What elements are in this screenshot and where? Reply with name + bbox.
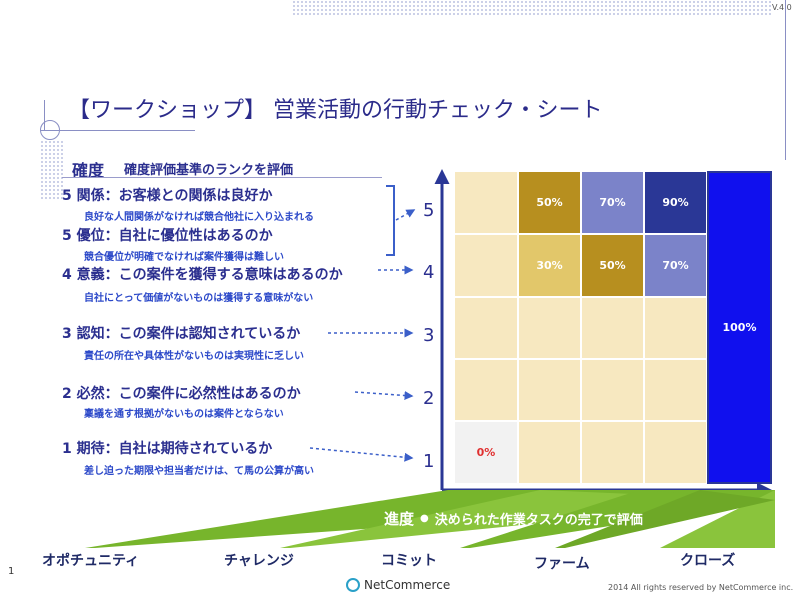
title-circle-ornament (40, 120, 60, 140)
criterion-title: 5 優位：自社に優位性はあるのか (62, 228, 273, 244)
criterion-title: 4 意義：この案件を獲得する意味はあるのか (62, 267, 343, 283)
matrix-cell (454, 297, 518, 359)
matrix-cell: 70% (644, 234, 707, 297)
logo-text: NetCommerce (364, 578, 451, 592)
left-vertical-line (44, 100, 45, 130)
matrix-cell (454, 171, 518, 234)
matrix-cell (581, 421, 644, 484)
kakudo-underline (62, 177, 382, 178)
page-title: 【ワークショップ】 営業活動の行動チェック・シート (68, 98, 603, 123)
page-number: 1 (8, 566, 15, 577)
close-column-100: 100% (707, 171, 772, 484)
matrix-cell (644, 421, 707, 484)
matrix-cell (454, 359, 518, 421)
kakudo-label: 確度 (72, 161, 105, 180)
matrix-cell: 90% (644, 171, 707, 234)
phase-label: クローズ (680, 553, 736, 569)
title-underline (40, 130, 195, 131)
phase-label: ファーム (534, 556, 590, 572)
matrix-cell: 50% (518, 171, 581, 234)
level-label: 3 (423, 325, 435, 346)
footer-logo: NetCommerce (346, 578, 450, 592)
criterion-title: 3 認知：この案件は認知されているか (62, 326, 301, 342)
top-dotted-band (292, 0, 772, 16)
evaluation-matrix: 50% 70% 90% 30% 50% 70% 0% 100% (454, 171, 772, 484)
matrix-cell (644, 297, 707, 359)
matrix-cell (581, 297, 644, 359)
matrix-cell (454, 234, 518, 297)
matrix-cell: 50% (581, 234, 644, 297)
matrix-cell: 30% (518, 234, 581, 297)
matrix-cell (581, 359, 644, 421)
level-label: 2 (423, 388, 435, 409)
progress-label: 進度 (384, 510, 415, 528)
version-label: V.4.0 (772, 3, 792, 12)
matrix-cell-zero: 0% (454, 421, 518, 484)
matrix-cell (644, 359, 707, 421)
right-vertical-line (785, 0, 786, 160)
matrix-cell (518, 297, 581, 359)
netcommerce-logo-icon (346, 578, 360, 592)
phase-label: コミット (381, 553, 437, 569)
progress-dot-icon: ● (420, 513, 429, 524)
criterion-title: 2 必然：この案件に必然性はあるのか (62, 386, 301, 402)
level-label: 1 (423, 451, 435, 472)
phase-label: オポチュニティ (42, 553, 140, 569)
progress-subtitle: 決められた作業タスクの完了で評価 (434, 513, 643, 528)
progress-label-box: 進度 ● 決められた作業タスクの完了で評価 (384, 508, 643, 529)
criterion-note: 責任の所在や具体性がないものは実現性に乏しい (84, 351, 304, 362)
matrix-cell: 70% (581, 171, 644, 234)
kakudo-subtitle: 確度評価基準のランクを評価 (124, 163, 294, 178)
criterion-title: 1 期待：自社は期待されているか (62, 441, 273, 457)
matrix-cell (518, 359, 581, 421)
criterion-note: 稟議を通す根拠がないものは案件とならない (84, 409, 284, 420)
matrix-cell (518, 421, 581, 484)
criterion-note: 競合優位が明確でなければ案件獲得は難しい (84, 252, 284, 263)
criterion-note: 自社にとって価値がないものは獲得する意味がない (84, 293, 314, 304)
copyright: 2014 All rights reserved by NetCommerce … (608, 583, 794, 592)
left-dotted-band (40, 140, 64, 200)
criterion-title: 5 関係：お客様との関係は良好か (62, 188, 273, 204)
criterion-note: 良好な人間関係がなければ競合他社に入り込まれる (84, 212, 314, 223)
level-label: 4 (423, 262, 435, 283)
criterion-note: 差し迫った期限や担当者だけは、て馬の公算が高い (84, 466, 314, 477)
level-label: 5 (423, 200, 435, 221)
phase-label: チャレンジ (224, 553, 294, 569)
